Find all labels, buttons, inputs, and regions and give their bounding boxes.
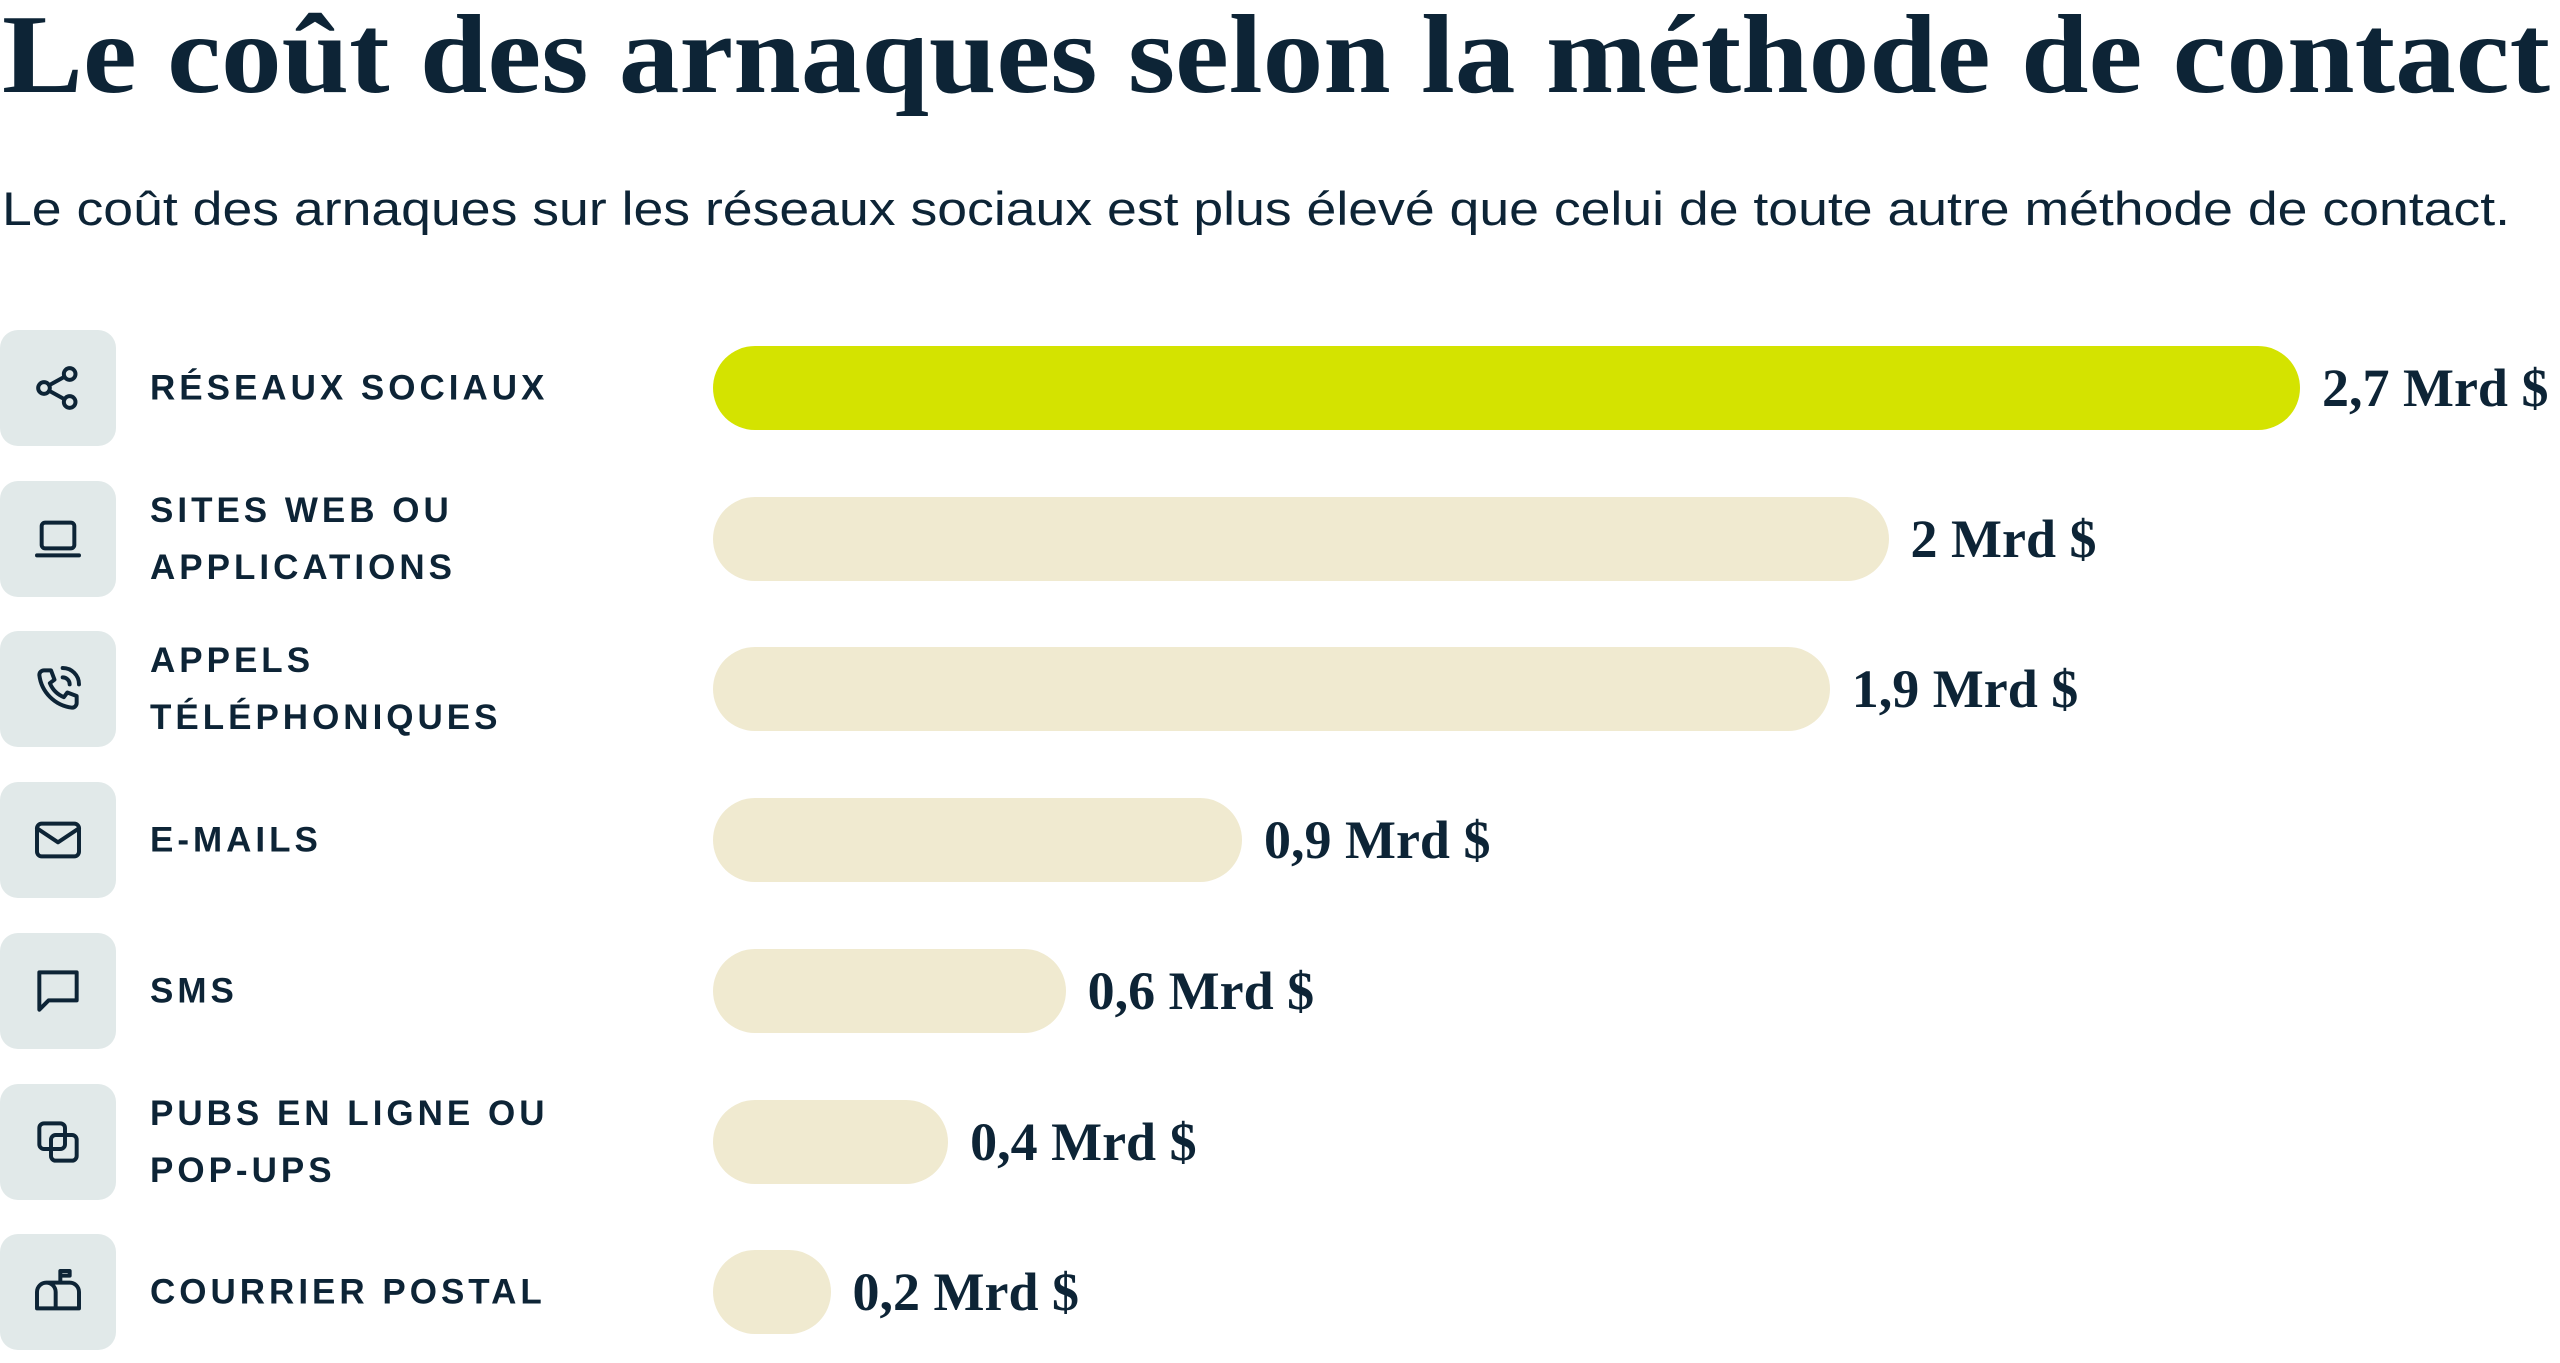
bar — [713, 948, 1066, 1033]
icon-box — [0, 631, 116, 748]
chart-subtitle: Le coût des arnaques sur les réseaux soc… — [2, 182, 2510, 235]
value-label: 2,7 Mrd $ — [2322, 358, 2549, 418]
category-label: COURRIER POSTAL — [150, 1272, 546, 1312]
icon-box — [0, 1234, 116, 1351]
category-label: APPELS TÉLÉPHONIQUES — [150, 641, 502, 738]
icon-box — [0, 480, 116, 597]
bar — [713, 647, 1830, 732]
category-label: RÉSEAUX SOCIAUX — [150, 368, 549, 408]
icon — [37, 666, 81, 711]
icon — [35, 1269, 81, 1311]
chart-title: Le coût des arnaques selon la méthode de… — [2, 0, 2550, 117]
value-label: 2 Mrd $ — [1910, 508, 2097, 569]
header: Le coût des arnaques selon la méthode de… — [2, 0, 2550, 235]
bar — [713, 798, 1242, 883]
value-label: 0,2 Mrd $ — [852, 1262, 1080, 1323]
icon — [35, 520, 81, 558]
bar — [713, 1250, 831, 1335]
value-label: 0,6 Mrd $ — [1087, 960, 1315, 1021]
value-label: 0,9 Mrd $ — [1264, 810, 1491, 871]
value-label: 1,9 Mrd $ — [1851, 659, 2079, 720]
icon — [37, 1120, 79, 1163]
icon-box — [0, 330, 116, 446]
icon — [36, 366, 78, 410]
bar — [713, 1099, 949, 1184]
icon-box — [0, 782, 116, 899]
category-label: SITES WEB OU APPLICATIONS — [150, 490, 456, 587]
bar — [713, 496, 1889, 581]
category-label: PUBS EN LIGNE OU POP-UPS — [150, 1093, 549, 1190]
icon-box — [0, 932, 116, 1049]
icon — [35, 821, 81, 859]
icon — [37, 970, 79, 1012]
value-label: 0,4 Mrd $ — [970, 1111, 1197, 1172]
category-label: E-MAILS — [150, 820, 322, 860]
icon-box — [0, 1083, 116, 1200]
category-label: SMS — [150, 971, 238, 1011]
bar — [713, 346, 2300, 430]
